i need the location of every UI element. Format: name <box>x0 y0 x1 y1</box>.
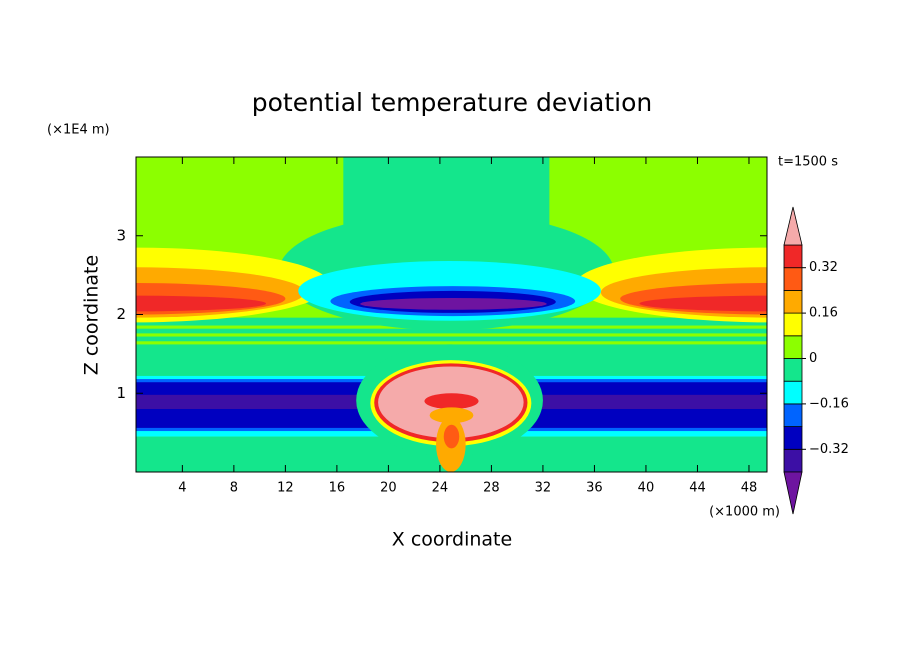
contour-region <box>360 297 547 310</box>
colorbar-box <box>783 244 803 269</box>
x-tick-label: 8 <box>230 481 238 496</box>
x-tick-label: 4 <box>178 481 186 496</box>
colorbar-box <box>783 448 803 473</box>
contour-region <box>136 333 767 337</box>
x-axis-title: X coordinate <box>392 529 512 551</box>
colorbar-extend-high <box>783 206 803 246</box>
colorbar-box <box>783 403 803 427</box>
colorbar-tick-label: −0.16 <box>809 396 849 411</box>
x-tick-label: 12 <box>277 481 294 496</box>
time-label: t=1500 s <box>778 155 838 170</box>
contour-region <box>429 407 474 424</box>
x-tick-label: 36 <box>586 481 603 496</box>
colorbar-box <box>783 312 803 337</box>
x-unit: (×1000 m) <box>709 505 780 520</box>
colorbar-tick-label: 0 <box>809 351 817 366</box>
y-tick-label: 2 <box>116 305 126 323</box>
colorbar-tick-label: 0.32 <box>809 260 838 275</box>
contour-region <box>424 393 479 409</box>
y-axis-title: Z coordinate <box>81 255 103 375</box>
contour-region <box>443 424 460 449</box>
y-tick-label: 1 <box>116 384 126 402</box>
contour-region <box>136 341 767 345</box>
x-tick-label: 32 <box>535 481 552 496</box>
colorbar-tick-label: −0.32 <box>809 442 849 457</box>
x-tick-label: 28 <box>483 481 500 496</box>
x-tick-label: 48 <box>741 481 758 496</box>
colorbar-box <box>783 335 803 359</box>
colorbar-tick-label: 0.16 <box>809 306 838 321</box>
colorbar-box <box>783 380 803 405</box>
contour-region <box>639 295 767 312</box>
x-tick-label: 44 <box>689 481 706 496</box>
x-tick-label: 24 <box>432 481 449 496</box>
x-tick-label: 20 <box>380 481 397 496</box>
colorbar-box <box>783 289 803 314</box>
y-unit: (×1E4 m) <box>47 123 110 138</box>
colorbar-box <box>783 426 803 450</box>
colorbar-extend-low <box>783 471 803 515</box>
colorbar-box <box>783 358 803 382</box>
contour-region <box>136 295 267 312</box>
contour-field <box>136 157 767 472</box>
colorbar-box <box>783 267 803 291</box>
x-tick-label: 40 <box>638 481 655 496</box>
y-tick-label: 3 <box>116 226 126 244</box>
chart-title: potential temperature deviation <box>252 88 652 117</box>
x-tick-label: 16 <box>329 481 346 496</box>
